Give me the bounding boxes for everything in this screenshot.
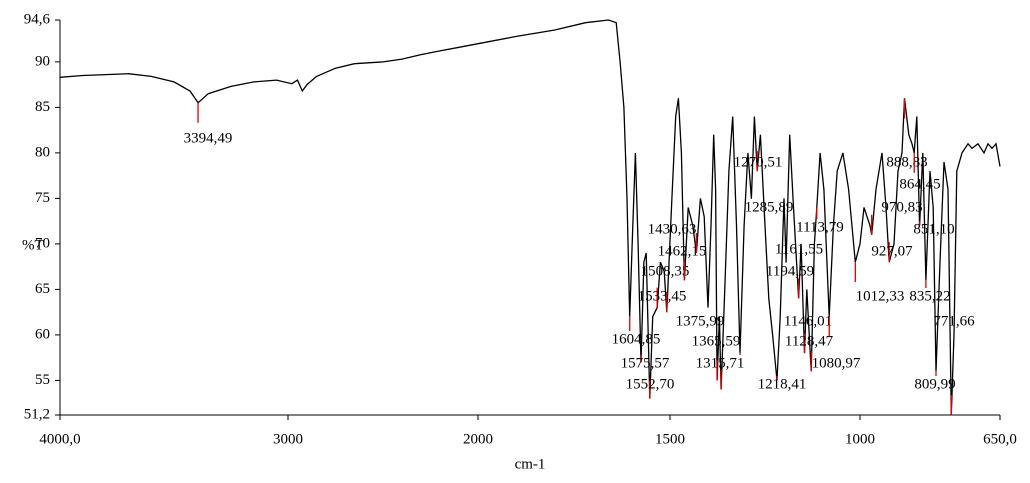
peak-label: 1012,33 bbox=[856, 288, 905, 304]
peak-label: 809,99 bbox=[914, 376, 955, 392]
y-axis-label: %T bbox=[22, 237, 44, 253]
peak-label: 1218,41 bbox=[758, 376, 807, 392]
peak-label: 835,22 bbox=[909, 288, 950, 304]
peak-label: 1128,47 bbox=[785, 333, 834, 349]
x-tick-label: 650,0 bbox=[983, 431, 1017, 447]
peak-label: 970,83 bbox=[881, 199, 922, 215]
y-tick-label: 51,2 bbox=[24, 406, 50, 422]
peak-label: 1080,97 bbox=[812, 355, 861, 371]
peak-label: 1270,51 bbox=[734, 154, 783, 170]
y-tick-label: 75 bbox=[35, 190, 50, 206]
peak-label: 1285,89 bbox=[745, 199, 794, 215]
peak-label: 927,07 bbox=[871, 243, 913, 259]
y-tick-label: 55 bbox=[35, 372, 50, 388]
x-tick-label: 3000 bbox=[273, 431, 303, 447]
peak-label: 1533,45 bbox=[638, 288, 687, 304]
x-tick-label: 1500 bbox=[655, 431, 685, 447]
peak-label: 864,45 bbox=[899, 176, 940, 192]
peak-label: 3394,49 bbox=[184, 130, 233, 146]
x-tick-label: 1000 bbox=[845, 431, 875, 447]
peak-label: 1161,55 bbox=[775, 241, 823, 257]
peak-label: 1365,59 bbox=[692, 333, 741, 349]
peak-label: 1375,99 bbox=[676, 313, 725, 329]
peak-label: 1604,85 bbox=[612, 331, 661, 347]
y-tick-label: 94,6 bbox=[24, 11, 51, 27]
peak-label: 1146,01 bbox=[784, 313, 832, 329]
x-axis-label: cm-1 bbox=[515, 456, 546, 472]
y-tick-label: 70 bbox=[35, 235, 50, 251]
peak-label: 1508,35 bbox=[641, 263, 690, 279]
x-tick-label: 4000,0 bbox=[39, 431, 80, 447]
peak-label: 771,66 bbox=[933, 313, 975, 329]
peak-label: 1462,15 bbox=[658, 243, 707, 259]
peak-label: 1430,63 bbox=[648, 221, 697, 237]
peak-label: 1113,79 bbox=[796, 219, 844, 235]
y-tick-label: 90 bbox=[35, 53, 50, 69]
peak-label: 851,10 bbox=[913, 221, 954, 237]
peak-label: 1194,59 bbox=[766, 263, 814, 279]
y-tick-label: 85 bbox=[35, 99, 50, 115]
peak-label: 888,83 bbox=[886, 154, 927, 170]
peak-label: 1575,57 bbox=[621, 355, 670, 371]
spectrum-line bbox=[59, 19, 1001, 416]
peak-label: 1552,70 bbox=[626, 376, 675, 392]
x-tick-label: 2000 bbox=[463, 431, 493, 447]
y-tick-label: 60 bbox=[35, 326, 50, 342]
peak-label: 1315,71 bbox=[696, 355, 745, 371]
y-tick-label: 65 bbox=[35, 281, 50, 297]
y-tick-label: 80 bbox=[35, 144, 50, 160]
